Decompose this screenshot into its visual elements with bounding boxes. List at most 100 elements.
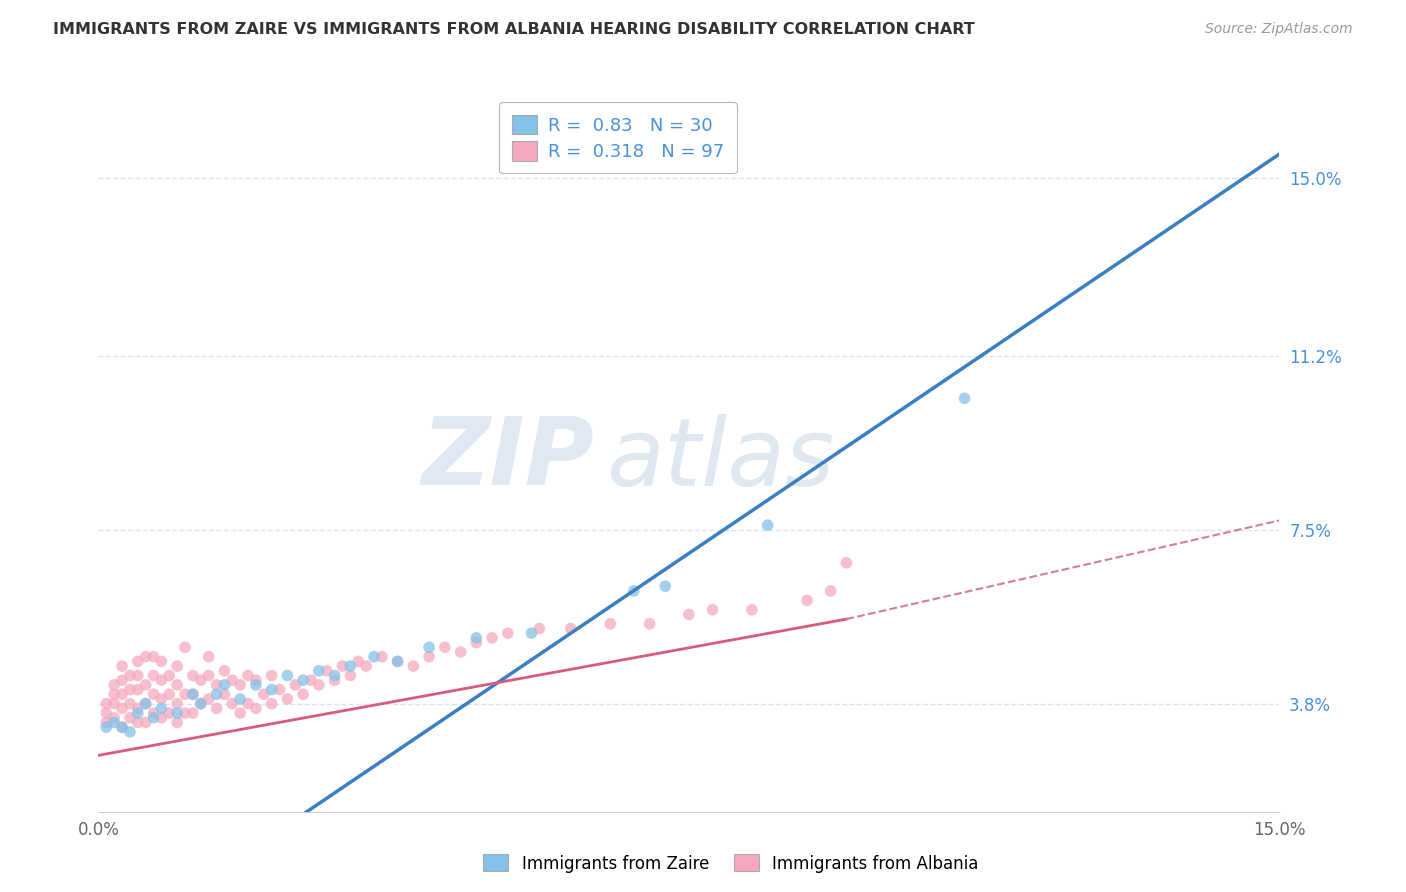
Point: [465, 631, 488, 645]
Point: [323, 673, 346, 688]
Point: [127, 706, 149, 720]
Point: [103, 687, 125, 701]
Point: [127, 654, 149, 668]
Point: [229, 706, 252, 720]
Point: [205, 701, 228, 715]
Point: [245, 701, 267, 715]
Point: [181, 668, 204, 682]
Point: [214, 664, 236, 678]
Point: [245, 673, 267, 688]
Point: [205, 687, 228, 701]
Point: [142, 649, 165, 664]
Point: [103, 711, 125, 725]
Point: [260, 682, 283, 697]
Point: [276, 692, 298, 706]
Point: [599, 616, 621, 631]
Point: [387, 654, 409, 668]
Point: [953, 392, 976, 406]
Point: [118, 668, 141, 682]
Point: [142, 711, 165, 725]
Point: [260, 668, 283, 682]
Point: [96, 720, 118, 734]
Point: [166, 706, 188, 720]
Point: [339, 659, 361, 673]
Point: [496, 626, 519, 640]
Point: [181, 706, 204, 720]
Point: [166, 659, 188, 673]
Point: [520, 626, 543, 640]
Point: [190, 673, 212, 688]
Point: [221, 697, 243, 711]
Point: [174, 687, 197, 701]
Point: [678, 607, 700, 622]
Point: [292, 687, 315, 701]
Point: [150, 654, 173, 668]
Point: [236, 668, 259, 682]
Point: [276, 668, 298, 682]
Point: [111, 720, 134, 734]
Point: [111, 687, 134, 701]
Point: [96, 697, 118, 711]
Point: [127, 668, 149, 682]
Point: [315, 664, 337, 678]
Point: [135, 649, 157, 664]
Point: [127, 715, 149, 730]
Point: [118, 697, 141, 711]
Point: [529, 622, 551, 636]
Point: [190, 697, 212, 711]
Point: [308, 678, 330, 692]
Point: [638, 616, 661, 631]
Point: [197, 668, 219, 682]
Point: [190, 697, 212, 711]
Point: [402, 659, 425, 673]
Legend: R =  0.83   N = 30, R =  0.318   N = 97: R = 0.83 N = 30, R = 0.318 N = 97: [499, 102, 737, 173]
Point: [166, 697, 188, 711]
Point: [260, 697, 283, 711]
Point: [221, 673, 243, 688]
Point: [741, 603, 763, 617]
Point: [481, 631, 503, 645]
Point: [253, 687, 276, 701]
Point: [118, 724, 141, 739]
Point: [96, 715, 118, 730]
Point: [354, 659, 377, 673]
Point: [174, 640, 197, 655]
Legend: Immigrants from Zaire, Immigrants from Albania: Immigrants from Zaire, Immigrants from A…: [477, 847, 986, 880]
Point: [363, 649, 385, 664]
Point: [157, 687, 180, 701]
Point: [835, 556, 858, 570]
Text: IMMIGRANTS FROM ZAIRE VS IMMIGRANTS FROM ALBANIA HEARING DISABILITY CORRELATION : IMMIGRANTS FROM ZAIRE VS IMMIGRANTS FROM…: [53, 22, 976, 37]
Point: [96, 706, 118, 720]
Point: [332, 659, 354, 673]
Point: [820, 583, 842, 598]
Point: [111, 701, 134, 715]
Point: [284, 678, 307, 692]
Point: [181, 687, 204, 701]
Point: [214, 687, 236, 701]
Point: [756, 518, 779, 533]
Point: [236, 697, 259, 711]
Point: [150, 701, 173, 715]
Point: [150, 711, 173, 725]
Point: [245, 678, 267, 692]
Point: [292, 673, 315, 688]
Point: [118, 682, 141, 697]
Point: [111, 673, 134, 688]
Text: atlas: atlas: [606, 414, 835, 505]
Point: [111, 720, 134, 734]
Point: [465, 635, 488, 649]
Point: [135, 678, 157, 692]
Text: ZIP: ZIP: [422, 413, 595, 506]
Point: [702, 603, 724, 617]
Point: [796, 593, 818, 607]
Point: [142, 706, 165, 720]
Point: [299, 673, 322, 688]
Point: [387, 654, 409, 668]
Point: [371, 649, 394, 664]
Point: [450, 645, 472, 659]
Point: [308, 664, 330, 678]
Text: Source: ZipAtlas.com: Source: ZipAtlas.com: [1205, 22, 1353, 37]
Point: [157, 668, 180, 682]
Point: [166, 715, 188, 730]
Point: [269, 682, 291, 697]
